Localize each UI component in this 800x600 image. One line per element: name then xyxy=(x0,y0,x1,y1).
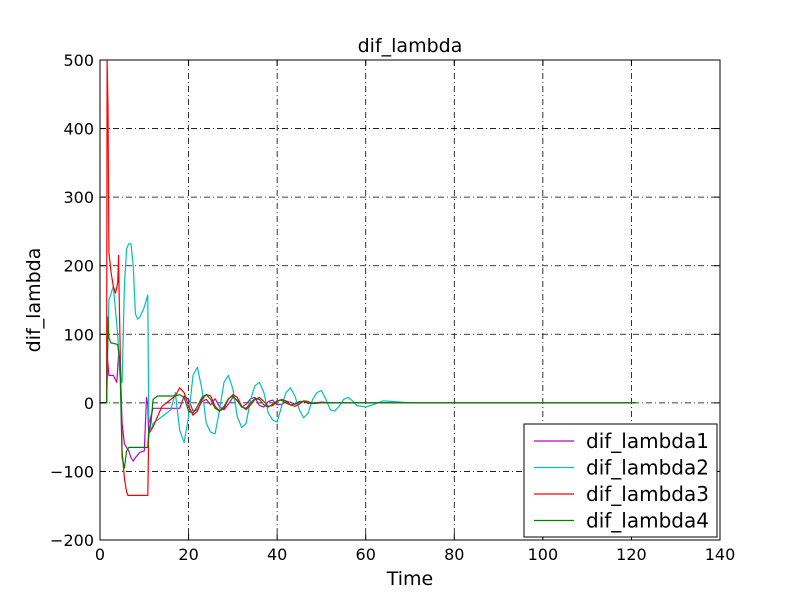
y-tick-label: 100 xyxy=(63,325,94,344)
x-tick-label: 120 xyxy=(616,545,647,564)
x-tick-label: 0 xyxy=(95,545,105,564)
legend-label: dif_lambda3 xyxy=(586,482,709,506)
x-tick-label: 60 xyxy=(356,545,376,564)
plot-frame xyxy=(99,59,721,541)
legend-box xyxy=(523,423,718,538)
legend-label: dif_lambda4 xyxy=(586,509,709,533)
y-tick-label: 300 xyxy=(63,188,94,207)
x-tick-label: 100 xyxy=(528,545,559,564)
y-tick-label: 500 xyxy=(63,51,94,70)
x-tick-label: 80 xyxy=(444,545,464,564)
y-axis-label: dif_lambda xyxy=(23,248,45,353)
series-line-dif_lambda4 xyxy=(100,316,636,469)
x-tick-label: 20 xyxy=(178,545,198,564)
legend-label: dif_lambda2 xyxy=(586,456,709,480)
y-tick-label: −100 xyxy=(50,462,94,481)
y-tick-label: 200 xyxy=(63,257,94,276)
y-tick-label: 0 xyxy=(84,394,94,413)
y-tick-label: −200 xyxy=(50,531,94,550)
legend-label: dif_lambda1 xyxy=(586,429,709,453)
y-tick-label: 400 xyxy=(63,120,94,139)
series-line-dif_lambda2 xyxy=(100,243,636,444)
series-layer xyxy=(100,60,636,496)
x-axis-label: Time xyxy=(386,568,434,590)
x-tick-label: 40 xyxy=(267,545,287,564)
ticks: 0 20 40 60 80 100 120 140 −200 −100 0 100 200 300 400 5… xyxy=(50,51,735,564)
chart-title: dif_lambda xyxy=(358,35,463,57)
x-tick-label: 140 xyxy=(705,545,736,564)
